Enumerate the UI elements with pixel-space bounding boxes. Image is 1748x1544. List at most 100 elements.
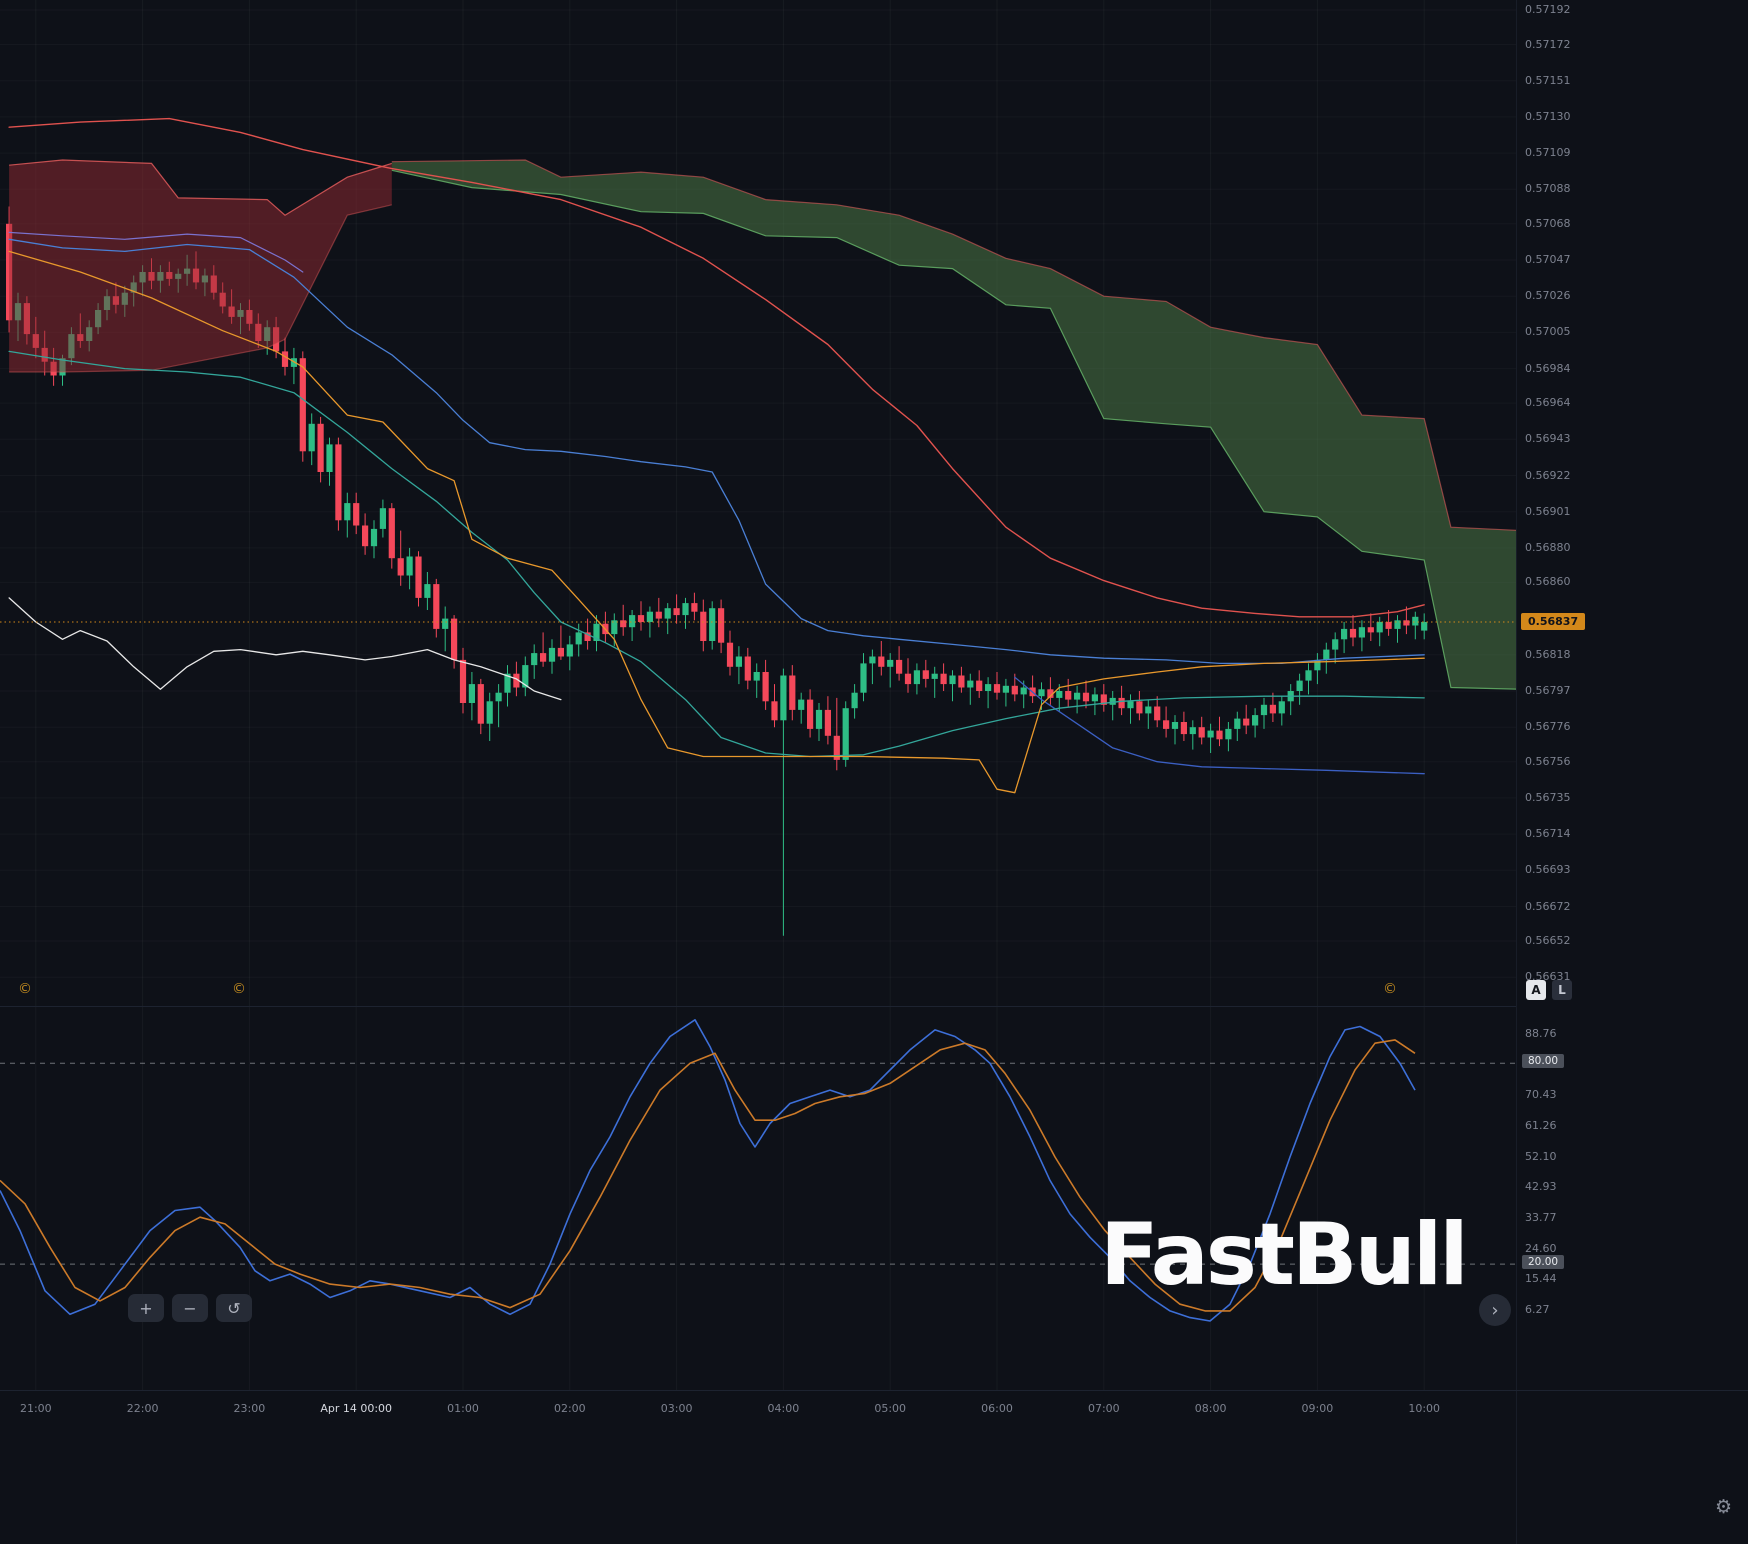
candle-body	[780, 675, 787, 721]
zoom-controls: + − ↺	[128, 1294, 252, 1322]
candle-body	[753, 672, 760, 681]
candle-body	[326, 444, 333, 472]
price-axis-label: 0.56818	[1525, 647, 1571, 661]
candle-body	[442, 618, 449, 629]
candle-body	[1216, 730, 1223, 740]
candle-body	[664, 608, 671, 619]
price-axis-label: 0.57088	[1525, 182, 1571, 196]
candle-body	[789, 675, 796, 710]
candle-body	[735, 656, 742, 667]
candle-body	[1118, 697, 1125, 709]
time-axis-label: 23:00	[233, 1402, 266, 1415]
candle-body	[388, 508, 395, 559]
candle-body	[557, 647, 564, 657]
candle-body	[807, 699, 814, 729]
zoom-out-button[interactable]: −	[172, 1294, 208, 1322]
candle-body	[1198, 727, 1205, 738]
current-price-tag: 0.56837	[1521, 613, 1586, 630]
indicator-line-ema-slow-red	[8, 117, 1425, 618]
candle-body	[1367, 627, 1374, 633]
candle-body	[504, 673, 511, 693]
indicator-copyright-icon[interactable]: ©	[232, 981, 246, 997]
time-axis-label: 08:00	[1194, 1402, 1227, 1415]
price-axis-label: 0.56943	[1525, 432, 1571, 446]
candle-body	[459, 659, 467, 703]
ichimoku-bullish-cloud-upper-edge	[391, 159, 1516, 531]
candle-body	[1269, 704, 1276, 714]
indicator-line-ma-orange	[8, 250, 1425, 794]
oscillator-line-K	[0, 1019, 1416, 1322]
candle-body	[344, 503, 351, 521]
candle-body	[522, 665, 529, 688]
candle-body	[1171, 722, 1179, 729]
candle-body	[655, 611, 662, 619]
price-axis-label: 0.56860	[1525, 575, 1571, 589]
candle-body	[1234, 718, 1241, 729]
reset-view-button[interactable]: ↺	[216, 1294, 252, 1322]
price-axis-label: 0.56984	[1525, 361, 1571, 375]
price-axis-label: 0.56652	[1525, 934, 1571, 947]
price-axis-label: 0.56880	[1525, 540, 1571, 554]
time-axis-label: 10:00	[1408, 1402, 1441, 1415]
candle-body	[468, 684, 475, 703]
candle-body	[842, 708, 849, 760]
candle-body	[815, 709, 823, 729]
candle-body	[1305, 670, 1312, 681]
panel-divider[interactable]	[0, 1006, 1516, 1007]
candle-body	[308, 423, 315, 452]
candle-body	[1047, 689, 1054, 698]
candle-body	[1074, 692, 1081, 700]
zoom-in-button[interactable]: +	[128, 1294, 164, 1322]
candle-body	[531, 653, 538, 666]
indicator-copyright-icon[interactable]: ©	[1383, 981, 1397, 997]
oscillator-axis-label: 42.93	[1525, 1180, 1557, 1194]
time-axis-label: 05:00	[874, 1402, 907, 1415]
candle-body	[744, 656, 751, 681]
candle-body	[771, 701, 778, 721]
price-axis-label: 0.56964	[1525, 396, 1571, 410]
candle-body	[931, 673, 938, 679]
indicator-line-ma-teal	[8, 350, 1425, 758]
candle-body	[1323, 649, 1330, 660]
price-chart-canvas[interactable]	[0, 0, 1516, 1006]
candle-body	[709, 608, 716, 641]
candle-body	[415, 556, 422, 598]
candle-body	[860, 663, 867, 693]
candle-body	[1243, 718, 1250, 726]
time-axis-label: 02:00	[553, 1402, 586, 1415]
price-axis-label: 0.56714	[1525, 827, 1571, 841]
indicator-line-kijun-lower-blue	[1014, 676, 1425, 775]
candle-body	[362, 525, 369, 547]
candle-body	[958, 675, 965, 688]
price-axis-label: 0.57151	[1525, 73, 1571, 87]
candle-body	[540, 653, 547, 662]
candle-body	[887, 659, 894, 667]
log-scale-button[interactable]: L	[1552, 980, 1572, 1000]
oscillator-canvas[interactable]	[0, 1007, 1516, 1390]
candle-body	[1056, 691, 1063, 698]
oscillator-axis-label: 52.10	[1525, 1149, 1557, 1163]
candle-body	[833, 735, 840, 760]
indicator-copyright-icon[interactable]: ©	[18, 981, 32, 997]
price-axis[interactable]: 0.56837 A L 0.57192 0.57172 0.57151 0.57130…	[1516, 0, 1748, 1544]
time-axis[interactable]: 21:00 22:00 23:00 Apr 14 00:00 01:00 02:00 03:…	[0, 1390, 1748, 1433]
candle-body	[451, 618, 458, 660]
indicator-line-ma-purple	[8, 231, 304, 273]
candle-body	[299, 358, 306, 452]
auto-scale-button[interactable]: A	[1526, 980, 1546, 1000]
candle-body	[1145, 706, 1152, 714]
candle-body	[424, 584, 431, 598]
candle-body	[1127, 701, 1134, 709]
candle-body	[1189, 727, 1196, 735]
candle-body	[1038, 689, 1045, 697]
candle-body	[1002, 685, 1009, 693]
settings-gear-icon[interactable]: ⚙	[1714, 1496, 1732, 1518]
candle-body	[379, 508, 386, 529]
price-axis-label: 0.56735	[1525, 790, 1571, 804]
scroll-to-latest-button[interactable]: ›	[1479, 1294, 1511, 1326]
oscillator-axis-label: 88.76	[1525, 1027, 1557, 1040]
candle-body	[1020, 687, 1027, 695]
candle-body	[486, 701, 493, 724]
fastbull-watermark: FastBull	[1100, 1205, 1469, 1305]
